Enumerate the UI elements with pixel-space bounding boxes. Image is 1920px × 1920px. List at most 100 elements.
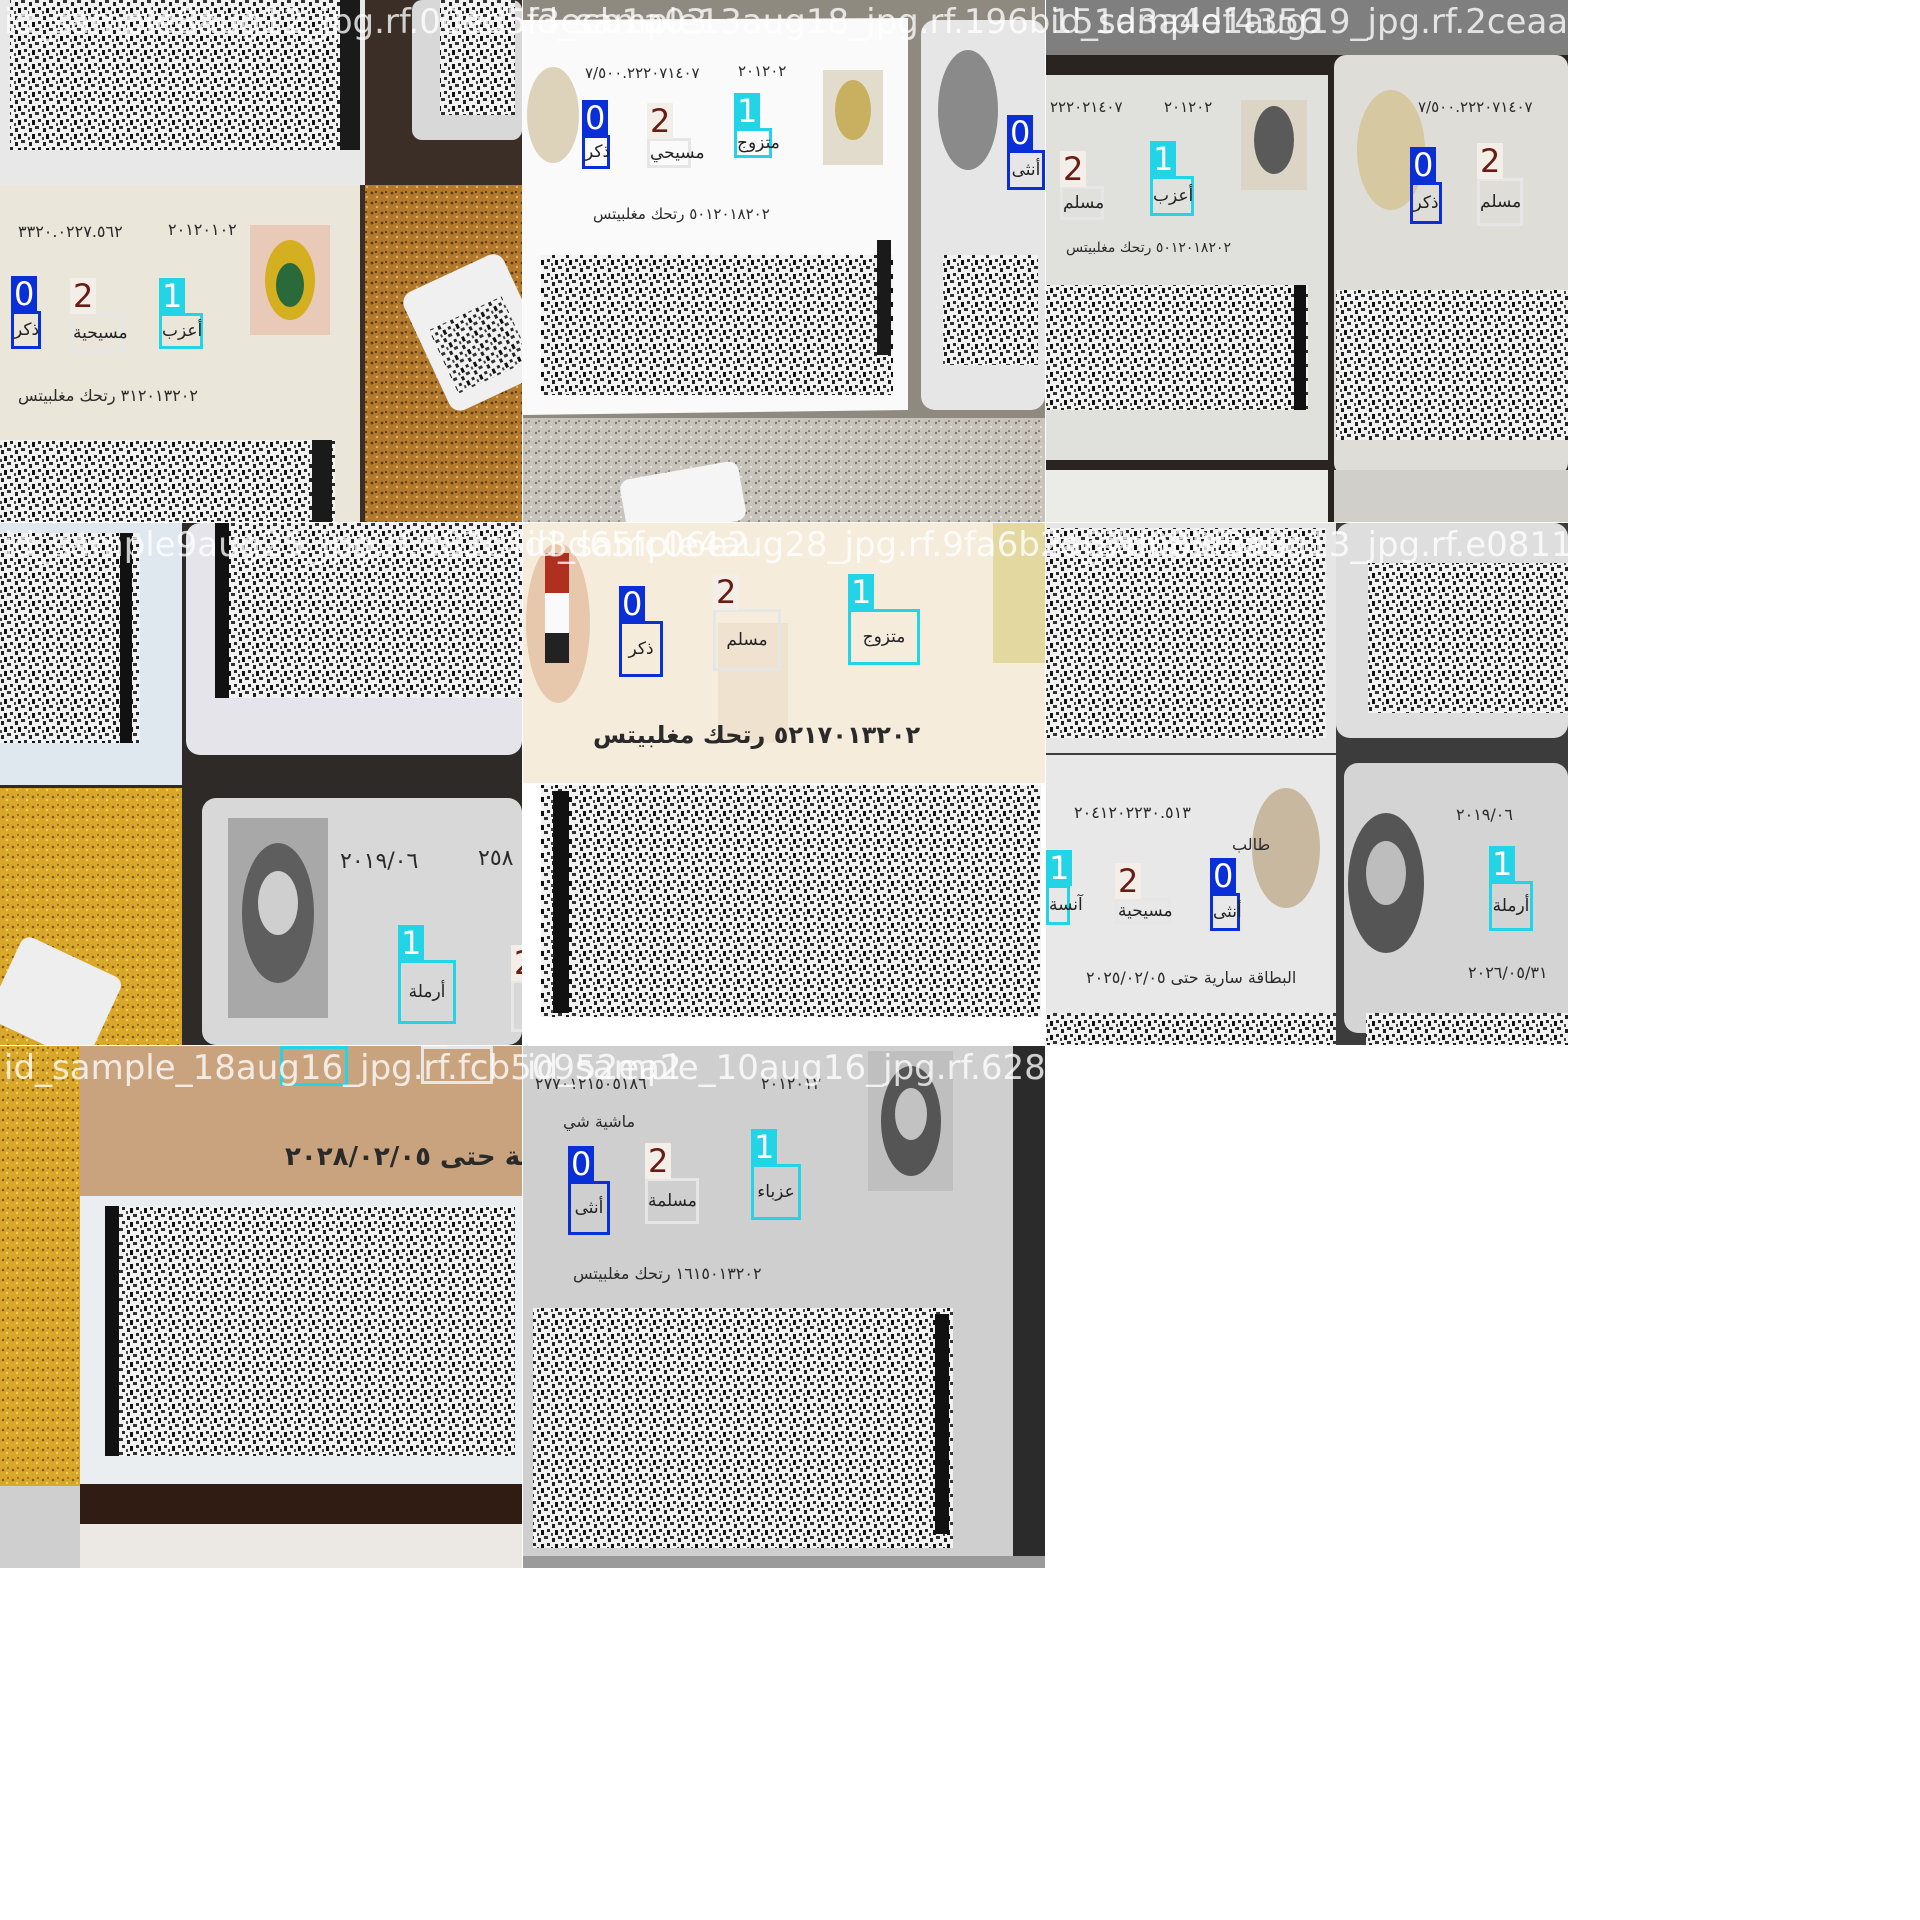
class-label: 1 <box>1046 850 1073 886</box>
field-text: أنثى <box>1213 902 1242 922</box>
detection-box: 0 ذكر <box>11 276 41 349</box>
field-text: مسيحي <box>650 143 705 163</box>
class-label: 1 <box>398 925 425 961</box>
detection-box: 1 <box>280 1046 348 1086</box>
card-expiry-text-2: ٢٠٢٦/٠٥/٣١ <box>1468 963 1548 982</box>
image-tile-7: سارية حتى ٢٠٢٨/٠٢/٠٥ 1 2 <box>0 1046 522 1568</box>
card-number-text: ٧/٥٠٠.٢٢٢٠٧١٤٠٧ <box>585 64 700 82</box>
tile-filename-2: id_sample13aug18_jpg.rf.196b151d3a4df435… <box>527 2 1321 42</box>
class-label: 1 <box>280 1046 307 1047</box>
card-number-text: ٢٠٤١٢٠٢٢٣٠.٥١٣ <box>1074 803 1191 822</box>
card-number-text: ٢٧٧٠١٢١٥٠٥١٨٦ <box>535 1074 647 1093</box>
card-photo <box>0 523 522 1045</box>
class-label: 0 <box>1410 147 1437 183</box>
class-label: 2 <box>511 945 522 981</box>
detection-box: 0 أنثى <box>568 1146 610 1235</box>
class-label: 1 <box>1150 141 1177 177</box>
class-label: 1 <box>159 278 186 314</box>
detection-box: 2 مسيحي <box>647 103 705 168</box>
card-expiry-text: سارية حتى ٢٠٢٨/٠٢/٠٥ <box>285 1142 522 1172</box>
detection-box: 0 ذكر <box>619 586 663 677</box>
field-text: أرملة <box>408 982 446 1002</box>
card-number-text: ٢٥٨ <box>478 846 514 871</box>
field-text: أرملة <box>1492 896 1530 916</box>
card-photo <box>1046 523 1568 1045</box>
tile-filename-4: id_sample9aug25_jpg.rf.d82c4d3d65fc06e2 <box>4 525 749 565</box>
class-label: 2 <box>1115 863 1142 899</box>
detection-box: 1 أرملة <box>1489 846 1533 931</box>
image-tile-2: ٧/٥٠٠.٢٢٢٠٧١٤٠٧ ٢٠١٢٠٢ ٥٠١٢٠١٨٢٠٢ رتحك م… <box>523 0 1045 522</box>
image-tile-8: ٢٧٧٠١٢١٥٠٥١٨٦ ٢٠١٢٠١٢ ماشية شي ١٦١٥٠١٣٢٠… <box>523 1046 1045 1568</box>
card-expiry-text: ٥٢١٧٠١٣٢٠٢ رتحك مغلبيتس <box>593 721 921 749</box>
class-label: 0 <box>11 276 38 312</box>
class-label: 2 <box>647 103 674 139</box>
field-text: أعزب <box>162 321 203 341</box>
detection-box: 0 أنثى <box>1007 115 1045 190</box>
class-label: 2 <box>1060 151 1087 187</box>
class-label: 1 <box>751 1129 778 1165</box>
tile-filename-5: id_sample4aug28_jpg.rf.9fa6b2a67d083f3a8 <box>527 525 1289 565</box>
card-photo <box>523 523 1045 1045</box>
detection-box: 1 متزوج <box>734 93 780 158</box>
class-label: 1 <box>848 574 875 610</box>
tile-filename-7: id_sample_18aug16_jpg.rf.fcb50952ea2 <box>4 1048 682 1088</box>
empty-bottom-band <box>0 1568 1568 1920</box>
detection-box: 1 أعزب <box>159 278 203 349</box>
card-date-text: ٢٠١٢٠١٢ <box>761 1074 822 1093</box>
class-label: 0 <box>568 1146 595 1182</box>
class-label: 0 <box>1007 115 1034 151</box>
card-photo <box>523 1046 1045 1568</box>
empty-right-band <box>1568 0 1920 1920</box>
card-photo <box>523 0 1045 522</box>
field-text: ذكر <box>585 142 611 162</box>
tile-filename-1: id_sample8aug12_jpg.rf.00ed5f3ecb1a03 <box>4 2 708 42</box>
class-label: 1 <box>734 93 761 129</box>
card-photo <box>1046 0 1568 522</box>
card-date-text: ٢٠١٩/٠٦ <box>1456 805 1513 824</box>
class-label: 2 <box>70 278 97 314</box>
detection-box: 1 أرملة <box>398 925 456 1024</box>
tile-filename-8: id_sample_10aug16_jpg.rf.628fa003e84c313… <box>527 1048 1335 1088</box>
field-text: عزباء <box>757 1182 795 1202</box>
card-expiry-text: ٥٠١٢٠١٨٢٠٢ رتحك مغلبيتس <box>593 205 770 223</box>
card-photo <box>0 0 522 522</box>
card-date-text: ٢٠١٩/٠٦ <box>340 849 419 874</box>
detection-box: 2 مسلم <box>1060 151 1105 220</box>
class-label: 0 <box>619 586 646 622</box>
field-text: آنسة <box>1049 895 1083 915</box>
field-text: متزوج <box>862 627 906 647</box>
image-tile-4: ٢٠١٩/٠٦ ٢٥٨ 1 أرملة 2 <box>0 523 522 1045</box>
card-date-text: ٢٠١٢٠٢ <box>1164 98 1213 116</box>
field-text: مسلم <box>1063 193 1105 213</box>
field-text: ذكر <box>628 639 654 659</box>
detection-box: 1 أعزب <box>1150 141 1194 216</box>
class-label: 0 <box>1210 858 1237 894</box>
field-text: مسلم <box>726 630 768 650</box>
detection-box: 0 أنثى <box>1210 858 1242 931</box>
class-label: 0 <box>582 100 609 136</box>
card-number-text: ٣٣٢٠.٠٢٢٧.٥٦٢ <box>18 222 123 241</box>
field-text: مسلم <box>1480 192 1522 212</box>
detection-box: 1 متزوج <box>848 574 920 665</box>
class-label: 2 <box>421 1046 448 1047</box>
image-tile-1: ٣٣٢٠.٠٢٢٧.٥٦٢ ٢٠١٢٠١٠٢ ٣١٢٠١٣٢٠٢ رتحك مغ… <box>0 0 522 522</box>
detection-box: 2 مسلم <box>713 574 781 671</box>
field-text: أنثى <box>1011 160 1041 180</box>
detection-box: 2 مسلم <box>1477 143 1523 226</box>
image-tile-5: ٥٢١٧٠١٣٢٠٢ رتحك مغلبيتس 0 ذكر 2 مسلم 1 متزو… <box>523 523 1045 1045</box>
occupation-text: طالب <box>1232 835 1271 854</box>
card-expiry-text: ٥٠١٢٠١٨٢٠٢ رتحك مغلبيتس <box>1066 240 1232 256</box>
tile-filename-3: id_sample1aug19_jpg.rf.2ceaa841a0a <box>1050 2 1697 42</box>
detection-box: 0 ذكر <box>582 100 611 169</box>
detection-box: 2 مسلمة <box>645 1143 699 1224</box>
field-text: مسيحية <box>73 323 128 343</box>
detection-box: 1 عزباء <box>751 1129 801 1220</box>
card-photo <box>0 1046 522 1568</box>
detection-box: 2 <box>421 1046 493 1084</box>
card-number-text-2: ٧/٥٠٠.٢٢٢٠٧١٤٠٧ <box>1418 98 1533 116</box>
field-text: مسلمة <box>648 1191 697 1211</box>
field-text: ذكر <box>1413 193 1439 213</box>
class-label: 2 <box>645 1143 672 1179</box>
field-text: ذكر <box>14 320 40 340</box>
field-text: مسيحية <box>1118 901 1173 921</box>
